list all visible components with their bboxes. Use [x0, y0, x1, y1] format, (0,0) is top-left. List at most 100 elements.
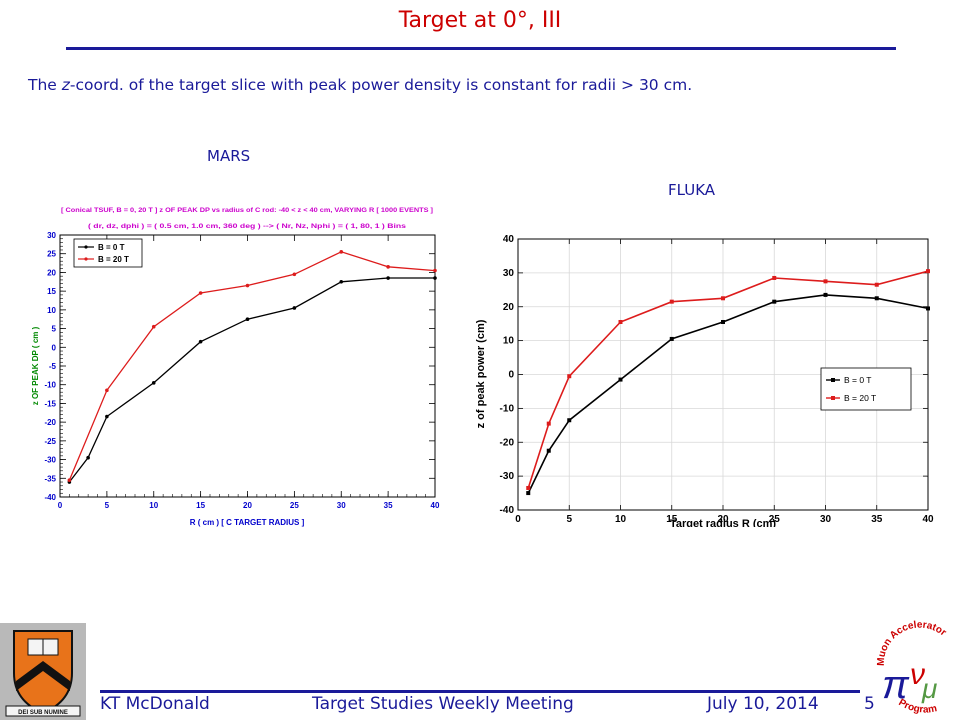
mars-ytick-label: -10	[44, 381, 56, 390]
fluka-legend-box	[820, 367, 912, 411]
fluka-legend-b20-marker	[831, 396, 835, 400]
mars-legend-box	[73, 238, 143, 268]
mars-plot-frame	[59, 234, 436, 498]
fluka-series-1-point	[669, 299, 674, 304]
fluka-series-0-line	[527, 294, 929, 494]
fluka-xlabel: Target radius R (cm)	[670, 518, 776, 527]
mars-ytick-label: 10	[47, 306, 56, 315]
mars-ytick-label: -35	[44, 474, 56, 483]
pi-glyph: π	[882, 663, 910, 707]
footer-meeting: Target Studies Weekly Meeting	[312, 694, 574, 714]
fluka-xtick-label: 30	[820, 514, 832, 525]
fluka-ylabel: z of peak power (cm)	[475, 319, 487, 428]
fluka-xtick-label: 10	[615, 514, 627, 525]
mars-xtick-label: 25	[290, 501, 299, 510]
fluka-ytick-label: -20	[500, 437, 515, 448]
fluka-ytick-label: -10	[500, 403, 515, 414]
mars-series-0-point	[292, 306, 297, 310]
mars-series-0-point	[339, 279, 344, 284]
seal-ribbon	[5, 705, 81, 717]
fluka-series-0-point	[874, 296, 879, 301]
fluka-series-0-point	[567, 418, 572, 423]
mars-xtick-label: 5	[105, 501, 110, 510]
mars-header-line2: ( dr, dz, dphi ) = ( 0.5 cm, 1.0 cm, 360…	[88, 223, 407, 230]
mars-legend-b0-label: B = 0 T	[98, 243, 125, 252]
shield-chevron	[16, 661, 70, 691]
fluka-series-1-point	[772, 275, 777, 280]
mars-legend-b20-label: B = 20 T	[98, 255, 129, 264]
fluka-series-0-point	[669, 336, 674, 341]
fluka-series-1-point	[874, 282, 879, 287]
mars-series-1-point	[105, 388, 109, 393]
mars-series-0-point	[151, 381, 156, 385]
fluka-series-0-point	[526, 491, 531, 496]
fluka-series-1-point	[823, 279, 828, 284]
mars-xtick-label: 15	[196, 501, 205, 510]
mars-series-1-point	[67, 478, 72, 482]
fluka-series-1-point	[567, 374, 572, 379]
fluka-series-0-point	[546, 448, 551, 453]
footer-page: 5	[864, 694, 875, 714]
mars-chart: [ Conical TSUF, B = 0, 20 T ] z OF PEAK …	[31, 207, 440, 527]
mars-xtick-label: 10	[149, 501, 158, 510]
fluka-chart: 0 5 10 15 20 25 30 35 40 -40 -30 -20 -10 0 10 20 30 40 B …	[475, 234, 934, 527]
fluka-ytick-label: -30	[500, 471, 515, 482]
fluka-legend: B = 0 T B = 20 T	[820, 367, 912, 411]
mars-series-1-point	[198, 291, 203, 295]
mars-ytick-label: 5	[52, 325, 57, 334]
mars-series-1-point	[151, 324, 156, 329]
fluka-series-1-point	[926, 269, 930, 274]
mars-series-0-line	[68, 277, 435, 483]
fluka-legend-b0-marker	[831, 378, 835, 382]
mars-xtick-label: 20	[243, 501, 252, 510]
mars-series-0-point	[245, 317, 250, 322]
fluka-ytick-label: 30	[503, 268, 515, 279]
fluka-ytick-label: 20	[503, 302, 515, 313]
fluka-ytick-label: 0	[508, 370, 514, 381]
footer-rule	[100, 690, 860, 693]
mars-label: MARS	[207, 147, 251, 165]
fluka-xtick-label: 0	[515, 514, 521, 525]
mars-xtick-label: 0	[58, 501, 63, 510]
fluka-xtick-label: 40	[922, 514, 934, 525]
mars-series-0-point	[433, 276, 437, 280]
mars-series-1-point	[386, 265, 390, 269]
princeton-shield-logo: DEI SUB NUMINE	[0, 623, 86, 720]
mars-ytick-label: -25	[44, 437, 56, 446]
fluka-xtick-label: 35	[871, 514, 883, 525]
fluka-series-1-point	[618, 319, 623, 324]
mars-legend-b0-marker	[84, 245, 88, 249]
mars-ytick-label: 0	[52, 343, 57, 352]
mars-series-1-point	[292, 272, 297, 277]
mars-xtick-label: 40	[431, 501, 440, 510]
mars-series-0-point	[105, 414, 109, 419]
subtitle-pre: The	[28, 76, 62, 94]
fluka-ytick-label: -40	[500, 505, 515, 516]
fluka-series-1-point	[721, 296, 725, 301]
fluka-series-1-point	[546, 421, 551, 426]
subtitle-z: z	[61, 76, 70, 94]
fluka-ytick-label: 10	[503, 336, 515, 347]
mars-series-1-line	[68, 251, 436, 481]
mars-xlabel: R ( cm ) [ C TARGET RADIUS ]	[190, 518, 305, 527]
mars-ytick-label: 25	[47, 250, 56, 259]
mars-series-0-point	[198, 339, 203, 344]
fluka-xtick-label: 15	[666, 514, 678, 525]
mars-legend-b20-marker	[84, 257, 88, 261]
mars-ytick-label: -30	[44, 456, 56, 465]
mars-series-1-point	[245, 283, 250, 288]
mars-ytick-label: -40	[44, 493, 56, 502]
nu-glyph: ν	[910, 658, 925, 691]
mu-glyph: μ	[921, 673, 937, 704]
fluka-series-1-point	[526, 485, 531, 490]
fluka-xtick-label: 5	[566, 514, 572, 525]
title-rule	[66, 47, 896, 50]
mars-ytick-label: -20	[44, 418, 56, 427]
footer: KT McDonald Target Studies Weekly Meetin…	[100, 694, 880, 720]
mars-ytick-label: -15	[44, 399, 56, 408]
fluka-series-0-point	[618, 377, 623, 382]
fluka-series-1-line	[527, 270, 929, 489]
mars-xtick-label: 30	[337, 501, 346, 510]
mars-ytick-label: 20	[47, 268, 56, 277]
fluka-series-0-point	[772, 299, 777, 304]
